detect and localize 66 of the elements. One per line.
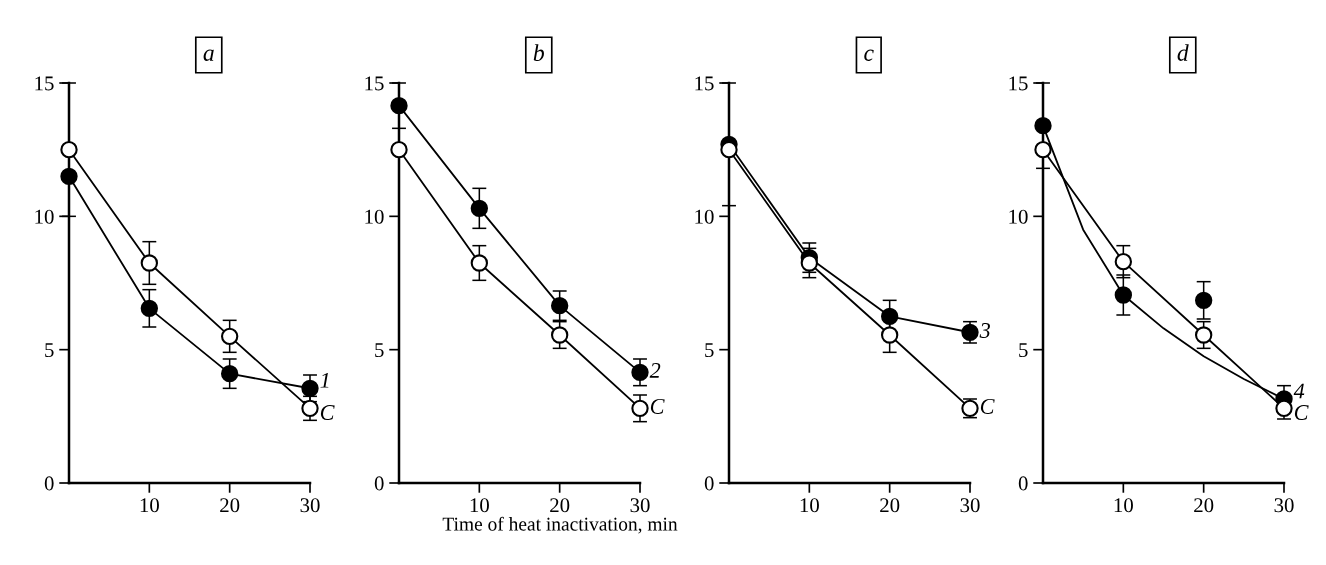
chart-title: d xyxy=(1177,44,1189,61)
x-tick-label: 20 xyxy=(880,498,900,513)
y-tick-label: 0 xyxy=(704,476,714,491)
point xyxy=(880,326,899,344)
x-tick-label: 30 xyxy=(1274,498,1294,513)
point xyxy=(1194,326,1213,344)
chart-title: a xyxy=(203,49,214,61)
x-tick-label: 20 xyxy=(1194,498,1214,513)
chart-title: b xyxy=(533,44,544,61)
point xyxy=(140,254,159,272)
x-tick-label: 10 xyxy=(140,498,159,513)
y-tick-label: 15 xyxy=(35,76,54,91)
y-tick-label: 0 xyxy=(1018,476,1028,491)
y-tick-label: 15 xyxy=(1009,76,1028,91)
x-tick-label: 20 xyxy=(550,498,570,513)
y-tick-label: 5 xyxy=(1019,343,1028,358)
chart-title: c xyxy=(864,49,874,61)
point xyxy=(1034,140,1052,159)
point xyxy=(1034,116,1052,135)
x-axis-title: Time of heat inactivation, min xyxy=(442,516,678,534)
point xyxy=(60,167,78,186)
series-label: 2 xyxy=(649,362,661,378)
point xyxy=(220,364,239,383)
point xyxy=(390,140,408,159)
point xyxy=(631,363,649,382)
point xyxy=(470,199,489,218)
point xyxy=(800,254,819,272)
point xyxy=(390,96,408,115)
point xyxy=(550,296,569,315)
y-tick-label: 15 xyxy=(365,76,384,91)
point xyxy=(1114,252,1133,271)
x-tick-label: 30 xyxy=(630,498,650,513)
series-label: 4 xyxy=(1293,383,1305,399)
y-tick-label: 10 xyxy=(365,209,384,224)
point xyxy=(1114,286,1133,304)
point xyxy=(631,399,649,418)
y-tick-label: 10 xyxy=(35,209,54,224)
x-tick-label: 30 xyxy=(300,498,320,513)
y-tick-label: 10 xyxy=(695,209,714,224)
point xyxy=(550,326,569,344)
series-label: 1 xyxy=(320,372,329,388)
series-label: C xyxy=(1294,405,1309,420)
point xyxy=(470,254,489,272)
y-tick-label: 5 xyxy=(45,343,54,358)
x-tick-label: 10 xyxy=(470,498,489,513)
x-tick-label: 30 xyxy=(960,498,980,513)
point xyxy=(60,140,78,159)
y-tick-label: 5 xyxy=(375,343,384,358)
series-label: 3 xyxy=(979,322,990,338)
y-tick-label: 15 xyxy=(695,76,714,91)
x-tick-label: 20 xyxy=(220,498,240,513)
x-tick-label: 10 xyxy=(1114,498,1133,513)
y-tick-label: 0 xyxy=(374,476,384,491)
point xyxy=(301,399,319,418)
point xyxy=(880,307,899,326)
point xyxy=(140,299,159,318)
series-label: C xyxy=(650,398,665,414)
y-tick-label: 5 xyxy=(705,343,714,358)
point xyxy=(1194,291,1213,310)
series-label: C xyxy=(980,398,995,414)
x-tick-label: 10 xyxy=(800,498,819,513)
y-tick-label: 0 xyxy=(44,476,54,491)
y-tick-label: 10 xyxy=(1009,209,1028,224)
point xyxy=(301,379,319,398)
point xyxy=(220,327,239,346)
series-label: C xyxy=(320,405,335,420)
